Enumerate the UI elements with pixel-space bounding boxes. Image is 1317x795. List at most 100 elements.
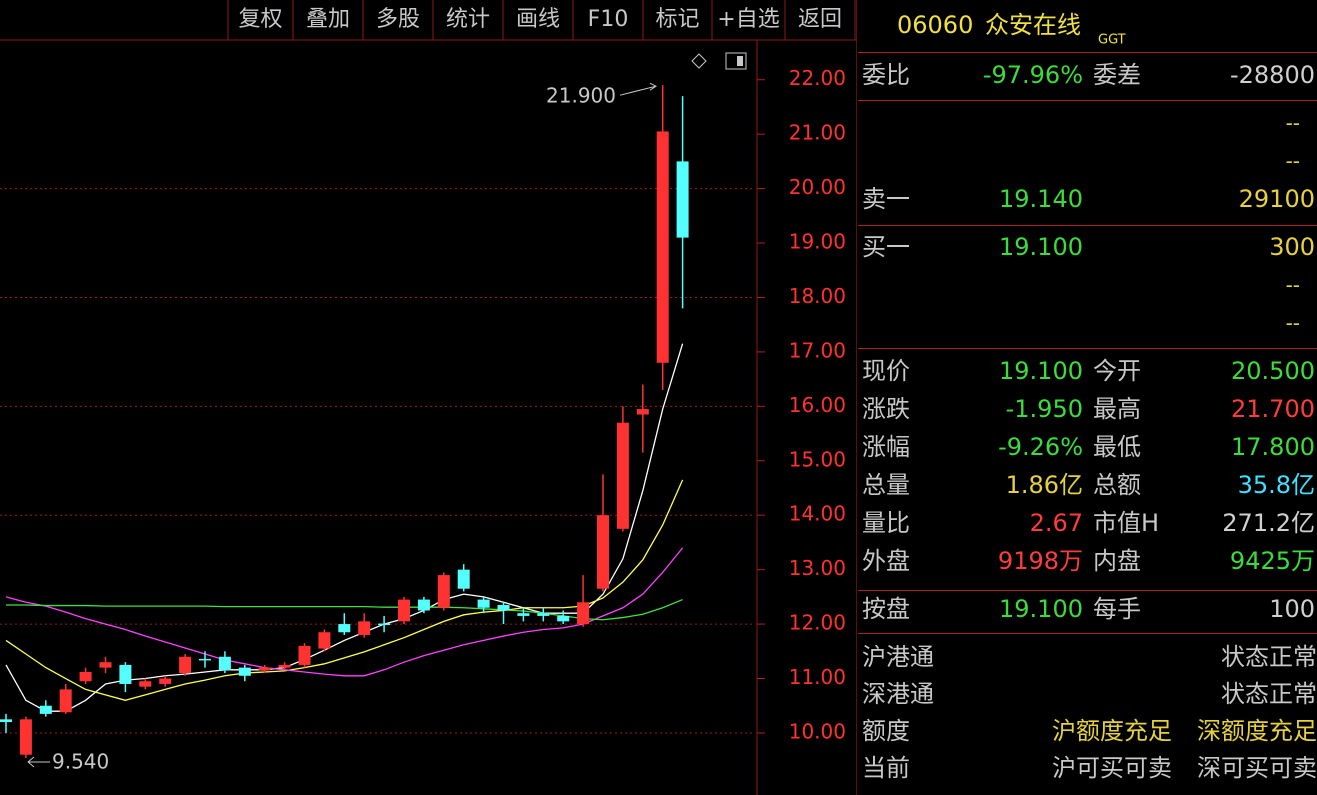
empty-level: -- <box>1285 273 1300 297</box>
candle-body <box>159 678 172 684</box>
candle-body <box>199 658 211 661</box>
candle-body <box>238 667 251 676</box>
candle-body <box>39 705 52 714</box>
field-label: 今开 <box>1093 357 1141 385</box>
candle-body <box>139 681 152 687</box>
field-label: 市值H <box>1093 509 1160 537</box>
candle-body <box>437 575 450 608</box>
y-tick-label: 13.00 <box>789 556 846 580</box>
connect-value: 状态正常 <box>1221 680 1317 708</box>
field-label: 涨跌 <box>862 395 910 423</box>
field-label: 内盘 <box>1093 547 1141 575</box>
field-label: 按盘 <box>862 595 910 623</box>
field-value: 19.100 <box>999 357 1083 385</box>
candle-body <box>0 719 12 723</box>
candle-body <box>417 599 430 611</box>
field-value: 35.8亿 <box>1237 471 1315 499</box>
candle-body <box>477 599 490 608</box>
toolbar-button[interactable]: F10 <box>587 7 629 32</box>
connect-value: 沪额度充足 <box>1052 717 1172 745</box>
field-label: 量比 <box>862 509 910 537</box>
level-label: 卖一 <box>862 185 910 213</box>
toolbar-button[interactable]: 复权 <box>238 7 283 32</box>
level-volume: 29100 <box>1238 185 1315 213</box>
y-tick-label: 22.00 <box>789 66 846 90</box>
candle-body <box>258 667 271 671</box>
field-label: 总额 <box>1093 471 1141 499</box>
candle-body <box>358 621 371 635</box>
connect-value: 深可买可卖 <box>1197 754 1317 782</box>
candle-body <box>19 719 32 755</box>
candle-body <box>179 656 192 674</box>
field-value: -9.26% <box>998 433 1083 461</box>
stock-name: 众安在线 <box>985 11 1081 39</box>
candle-body <box>537 613 550 616</box>
field-value: 271.2亿 <box>1222 509 1315 537</box>
separator <box>858 633 1317 634</box>
field-label: 委差 <box>1093 61 1141 89</box>
stock-code: 06060 <box>897 11 974 39</box>
field-value: 19.100 <box>999 595 1083 623</box>
toolbar-button[interactable]: 标记 <box>655 7 700 32</box>
toolbar-button[interactable]: 画线 <box>515 7 561 32</box>
candle-body <box>119 664 132 684</box>
level-price: 19.100 <box>999 233 1083 261</box>
field-label: 总量 <box>862 471 910 499</box>
field-label: 每手 <box>1093 595 1141 623</box>
connect-value: 状态正常 <box>1221 643 1317 671</box>
toolbar-button[interactable]: 多股 <box>375 7 421 32</box>
candle-body <box>338 624 351 633</box>
field-value: 21.700 <box>1231 395 1315 423</box>
connect-label: 沪港通 <box>862 643 934 671</box>
separator <box>858 225 1317 226</box>
candle-body <box>636 409 649 415</box>
toolbar-button[interactable]: 返回 <box>797 7 843 32</box>
ma-line <box>6 598 683 621</box>
ma-line <box>5 547 684 677</box>
candle-body <box>298 645 311 665</box>
empty-level: -- <box>1285 111 1300 135</box>
candle-body <box>278 664 291 668</box>
toolbar-button[interactable]: +自选 <box>717 7 780 32</box>
field-value: -28800 <box>1229 61 1315 89</box>
candle-body <box>557 615 570 622</box>
candle-body <box>517 613 530 616</box>
candle-body <box>79 671 92 682</box>
field-label: 最高 <box>1093 395 1141 423</box>
field-value: 2.67 <box>1029 509 1083 537</box>
y-tick-label: 18.00 <box>789 284 846 308</box>
toolbar-button[interactable]: 叠加 <box>305 7 351 32</box>
field-value: 9198万 <box>997 547 1083 575</box>
field-value: -97.96% <box>982 61 1083 89</box>
separator <box>858 590 1317 591</box>
field-value: 9425万 <box>1229 547 1315 575</box>
toolbar-button[interactable]: 统计 <box>445 7 491 32</box>
field-value: 17.800 <box>1231 433 1315 461</box>
candle-body <box>497 605 510 611</box>
connect-label: 当前 <box>862 754 910 782</box>
y-tick-label: 10.00 <box>789 719 846 743</box>
connect-label: 额度 <box>862 717 910 745</box>
connect-value: 沪可买可卖 <box>1052 754 1172 782</box>
y-tick-label: 20.00 <box>789 175 846 199</box>
y-tick-label: 15.00 <box>789 447 846 471</box>
candle-body <box>597 515 609 589</box>
panel-icon[interactable] <box>725 52 747 70</box>
y-tick-label: 21.00 <box>789 121 846 145</box>
candle-body <box>318 632 331 649</box>
panel-icon-fill <box>737 56 743 66</box>
candle-body <box>398 599 410 622</box>
field-label: 涨幅 <box>862 433 910 461</box>
low-arrow <box>27 756 50 768</box>
diamond-icon[interactable] <box>691 53 707 69</box>
empty-level: -- <box>1285 149 1300 173</box>
field-value: -1.950 <box>1005 395 1083 423</box>
ma-line <box>5 343 684 712</box>
kline-chart: 10.00 11.00 12.00 13.00 14.00 15.00 16.00 17.00… <box>0 0 857 795</box>
candle-body <box>378 623 391 626</box>
field-value: 20.500 <box>1231 357 1315 385</box>
candle-body <box>656 131 669 363</box>
y-tick-label: 14.00 <box>789 502 846 526</box>
empty-level: -- <box>1285 311 1300 335</box>
candle-body <box>577 602 590 625</box>
